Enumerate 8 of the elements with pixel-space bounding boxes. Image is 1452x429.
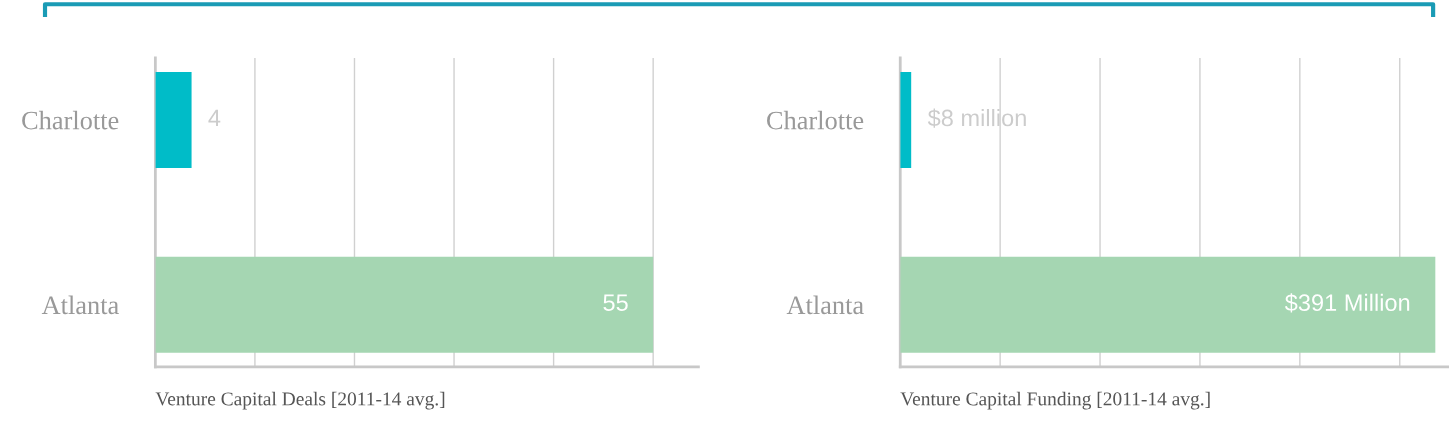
data-label: 55: [603, 294, 628, 312]
y-tick-label: Charlotte: [22, 110, 119, 130]
x-axis-title: Venture Capital Deals [2011-14 avg.]: [155, 391, 445, 410]
x-axis-title: Venture Capital Funding [2011-14 avg.]: [900, 391, 1210, 410]
y-tick-label: Atlanta: [41, 295, 119, 315]
data-label: $391 Million: [1284, 293, 1410, 313]
y-tick-label: Atlanta: [786, 295, 864, 315]
y-tick-label: Charlotte: [767, 110, 864, 130]
